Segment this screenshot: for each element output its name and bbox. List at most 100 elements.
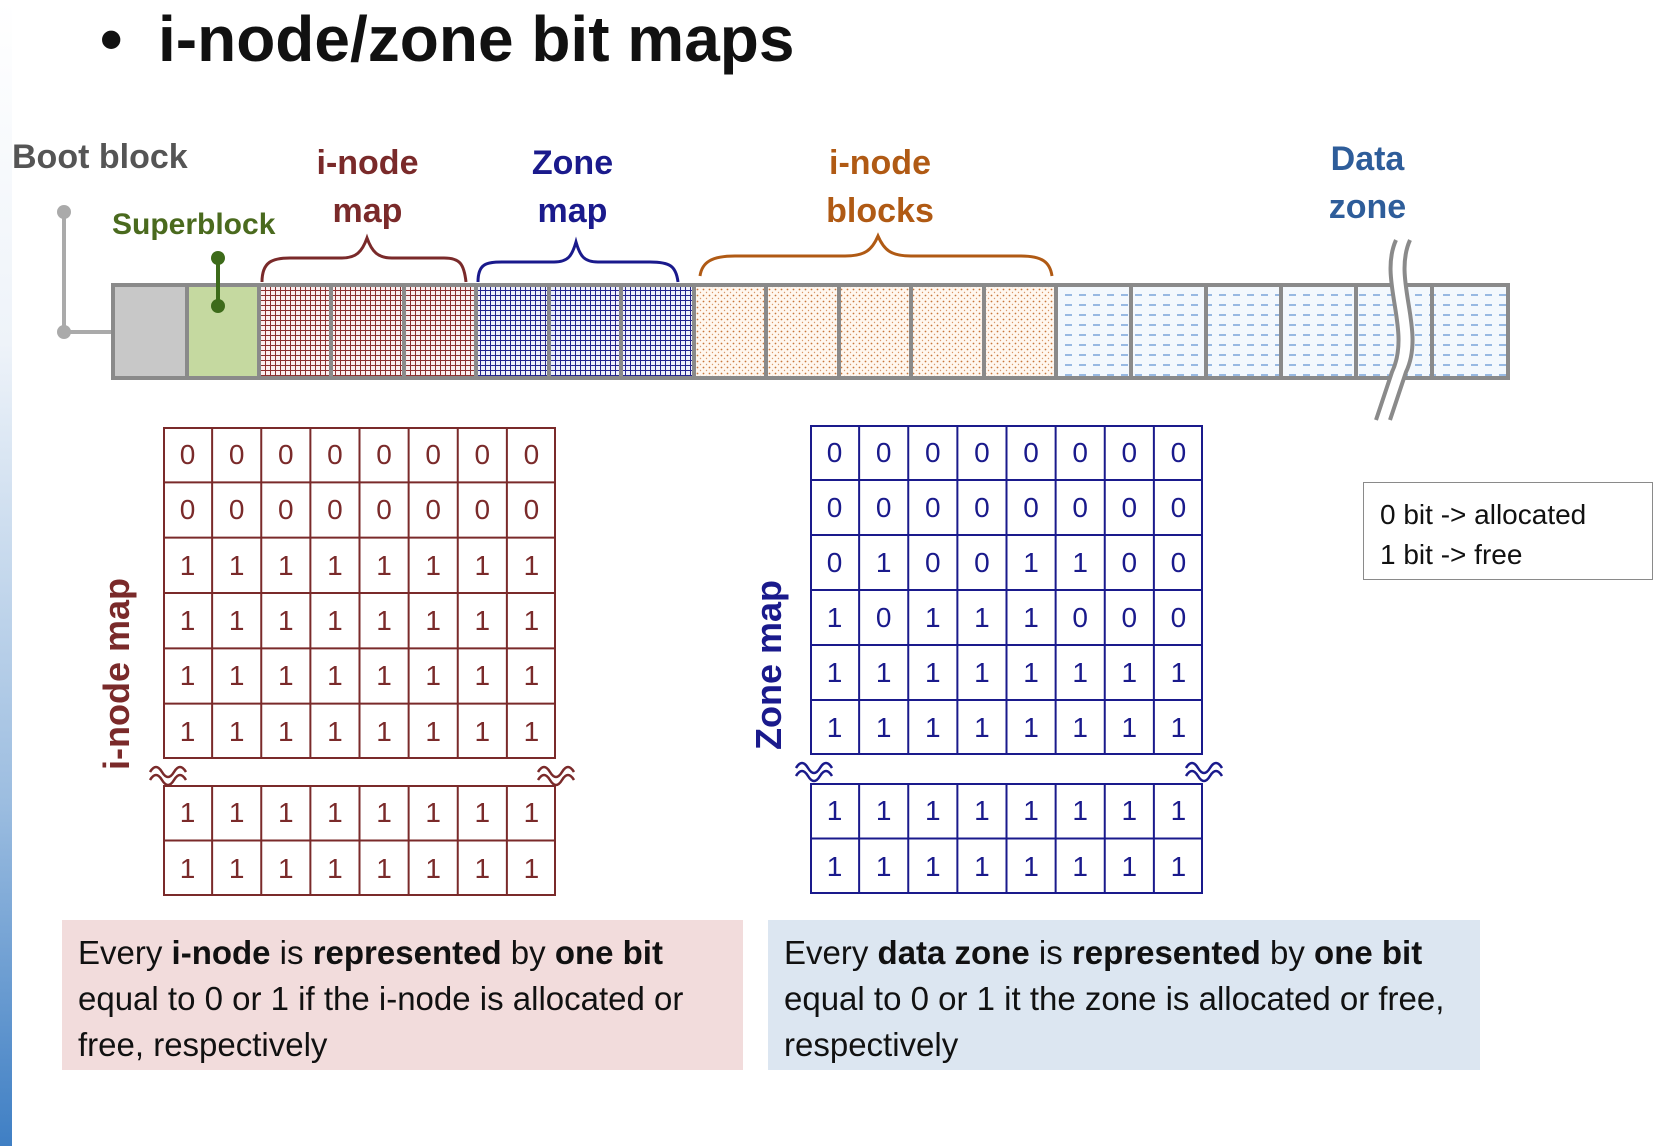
zone-bitmap-cell: 0	[974, 547, 990, 578]
inode-bitmap-cell: 1	[523, 660, 540, 692]
zone-bitmap-cell: 0	[826, 547, 843, 578]
zone-note-c: is	[1029, 934, 1072, 971]
zone-bitmap-cell: 0	[974, 492, 990, 523]
inode-bitmap-cell: 1	[228, 660, 245, 692]
zone-bitmap-cell: 1	[1072, 850, 1088, 882]
zone-bitmap-cell: 1	[1170, 657, 1187, 688]
inode-bitmap-cell: 1	[327, 715, 343, 747]
inode-block	[909, 283, 986, 380]
data-zone-label: Data zone	[1300, 142, 1435, 224]
zone-note-d: represented	[1071, 934, 1261, 971]
inode-bitmap-cell: 0	[327, 494, 343, 526]
zone-bitmap-lines	[810, 783, 1203, 894]
zone-bitmap-cell: 0	[826, 437, 843, 468]
inode-bitmap-cell: 1	[327, 660, 343, 692]
inode-bitmap-cell: 1	[376, 660, 392, 692]
inode-bitmap-cell: 0	[228, 439, 245, 470]
inode-bitmap-cell: 1	[278, 549, 294, 581]
inode-bitmap-cell: 1	[474, 660, 491, 692]
zone-bitmap-cell: 0	[1170, 492, 1187, 523]
zone-bitmap-cell: 1	[925, 795, 941, 826]
zone-map-label: Zone map	[505, 146, 640, 228]
zone-bitmap-cell: 1	[1121, 657, 1138, 688]
zone-bitmap-cell: 1	[875, 712, 892, 743]
zone-bitmap-cell: 1	[925, 657, 941, 688]
zone-bitmap-cell: 0	[1121, 492, 1138, 523]
inode-bitmap-cell: 1	[327, 549, 343, 581]
inode-map-label: i-node map	[300, 146, 435, 228]
inode-bitmap-cell: 1	[474, 852, 491, 884]
inode-bitmap-cell: 0	[474, 494, 491, 526]
zone-bitmap-cell: 1	[925, 602, 941, 633]
inode-bitmap-cell: 0	[523, 494, 540, 526]
zone-bitmap-cell: 1	[1072, 795, 1088, 826]
inode-bitmap-lines	[163, 427, 556, 759]
inode-bitmap-cell: 1	[278, 852, 294, 884]
zone-note-g: equal to 0 or 1 it the zone is allocated…	[784, 980, 1445, 1063]
zone-map-brace	[476, 236, 680, 283]
inode-bitmap-cell: 1	[474, 605, 491, 636]
zone-map-block	[474, 283, 551, 380]
inode-bitmap-cell: 0	[425, 439, 441, 470]
inode-bitmap-cell: 0	[474, 439, 491, 470]
zone-note-e: by	[1260, 934, 1315, 971]
inode-bitmap-cell: 0	[278, 494, 294, 526]
legend-line-allocated: 0 bit -> allocated	[1380, 499, 1587, 530]
zone-note-f: one bit	[1314, 934, 1423, 971]
zone-map-block	[619, 283, 696, 380]
inode-bitmap-cell: 1	[179, 605, 196, 636]
zone-map-label-line1: Zone	[531, 144, 614, 182]
inode-bitmap-cell: 1	[376, 797, 392, 828]
inode-map-label-line1: i-node	[316, 144, 419, 182]
inode-bitmap-cell: 1	[523, 852, 540, 884]
inode-bitmap-cell: 0	[179, 439, 196, 470]
zone-bitmap-cell: 1	[974, 795, 990, 826]
inode-bitmap-cell: 1	[523, 605, 540, 636]
inode-bitmap-cell: 1	[376, 549, 392, 581]
data-zone-block	[1204, 283, 1283, 380]
inode-bitmap-cell: 1	[278, 660, 294, 692]
superblock-label: Superblock	[112, 208, 276, 241]
inode-bitmap-cell: 1	[228, 605, 245, 636]
zone-bitmap-cell: 0	[925, 547, 941, 578]
zone-bitmap-cell: 1	[1072, 712, 1088, 743]
zone-break-right-icon	[1184, 761, 1224, 783]
zone-bitmap-cell: 0	[1072, 492, 1088, 523]
inode-bitmap-cell: 1	[179, 715, 196, 747]
inode-map-brace	[260, 233, 468, 283]
inode-bitmap-cell: 1	[425, 605, 441, 636]
zone-note-b: data zone	[877, 934, 1030, 971]
inode-bitmap-cell: 1	[474, 715, 491, 747]
boot-pointer-dot-corner	[57, 325, 71, 339]
inode-bitmap-cell: 0	[327, 439, 343, 470]
zone-bitmap-cell: 1	[974, 602, 990, 633]
inode-map-block	[257, 283, 333, 380]
inode-bitmap-cell: 1	[228, 549, 245, 581]
inode-bitmap-cell: 0	[228, 494, 245, 526]
zone-bitmap-cell: 1	[1023, 850, 1039, 882]
zone-bitmap-cell: 1	[1072, 657, 1088, 688]
zone-note-a: Every	[784, 934, 878, 971]
zone-bitmap-cell: 1	[1121, 795, 1138, 826]
zone-bitmap-cell: 1	[1170, 850, 1187, 882]
inode-bitmap-cell: 0	[376, 494, 392, 526]
zone-bitmap-cell: 1	[974, 850, 990, 882]
data-zone-label-line2: zone	[1328, 188, 1407, 226]
inode-bitmap-cell: 1	[474, 797, 491, 828]
inode-note-c: is	[270, 934, 313, 971]
zone-bitmap-cell: 0	[1072, 437, 1088, 468]
zone-bitmap-cell: 1	[826, 657, 843, 688]
inode-bitmap-cell: 1	[523, 549, 540, 581]
inode-bitmap-cell: 1	[228, 715, 245, 747]
zone-bitmap-cell: 1	[974, 657, 990, 688]
data-zone-block	[1430, 283, 1510, 380]
zone-break-left-icon	[794, 761, 834, 783]
inode-bitmap-cell: 1	[425, 549, 441, 581]
superblock	[185, 283, 261, 380]
inode-bitmap-cell: 1	[278, 605, 294, 636]
zone-bitmap-cell: 1	[1023, 602, 1039, 633]
